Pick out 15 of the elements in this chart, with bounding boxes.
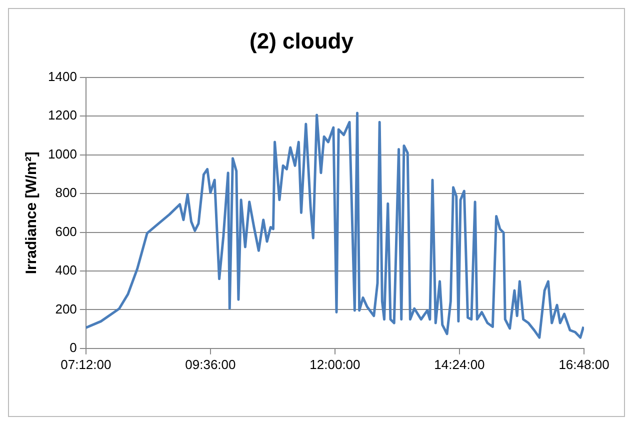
y-tick-label: 400 [55, 262, 77, 278]
y-tick-label: 800 [55, 185, 77, 200]
y-tick-label: 1200 [48, 108, 77, 123]
x-tick-label: 12:00:00 [310, 356, 360, 372]
y-tick-label: 0 [70, 340, 77, 355]
x-tick-label: 09:36:00 [185, 356, 236, 372]
y-tick-label: 200 [55, 301, 77, 316]
x-tick-label: 07:12:00 [60, 356, 112, 372]
y-tick-label: 600 [55, 224, 77, 239]
y-tick-label: 1400 [48, 68, 77, 84]
y-tick-label: 1000 [48, 146, 77, 162]
x-tick-label: 14:24:00 [434, 356, 485, 372]
y-axis-title: Irradiance [W/m²] [23, 152, 40, 274]
x-tick-label: 16:48:00 [558, 356, 610, 372]
chart-title: (2) cloudy [250, 28, 354, 54]
